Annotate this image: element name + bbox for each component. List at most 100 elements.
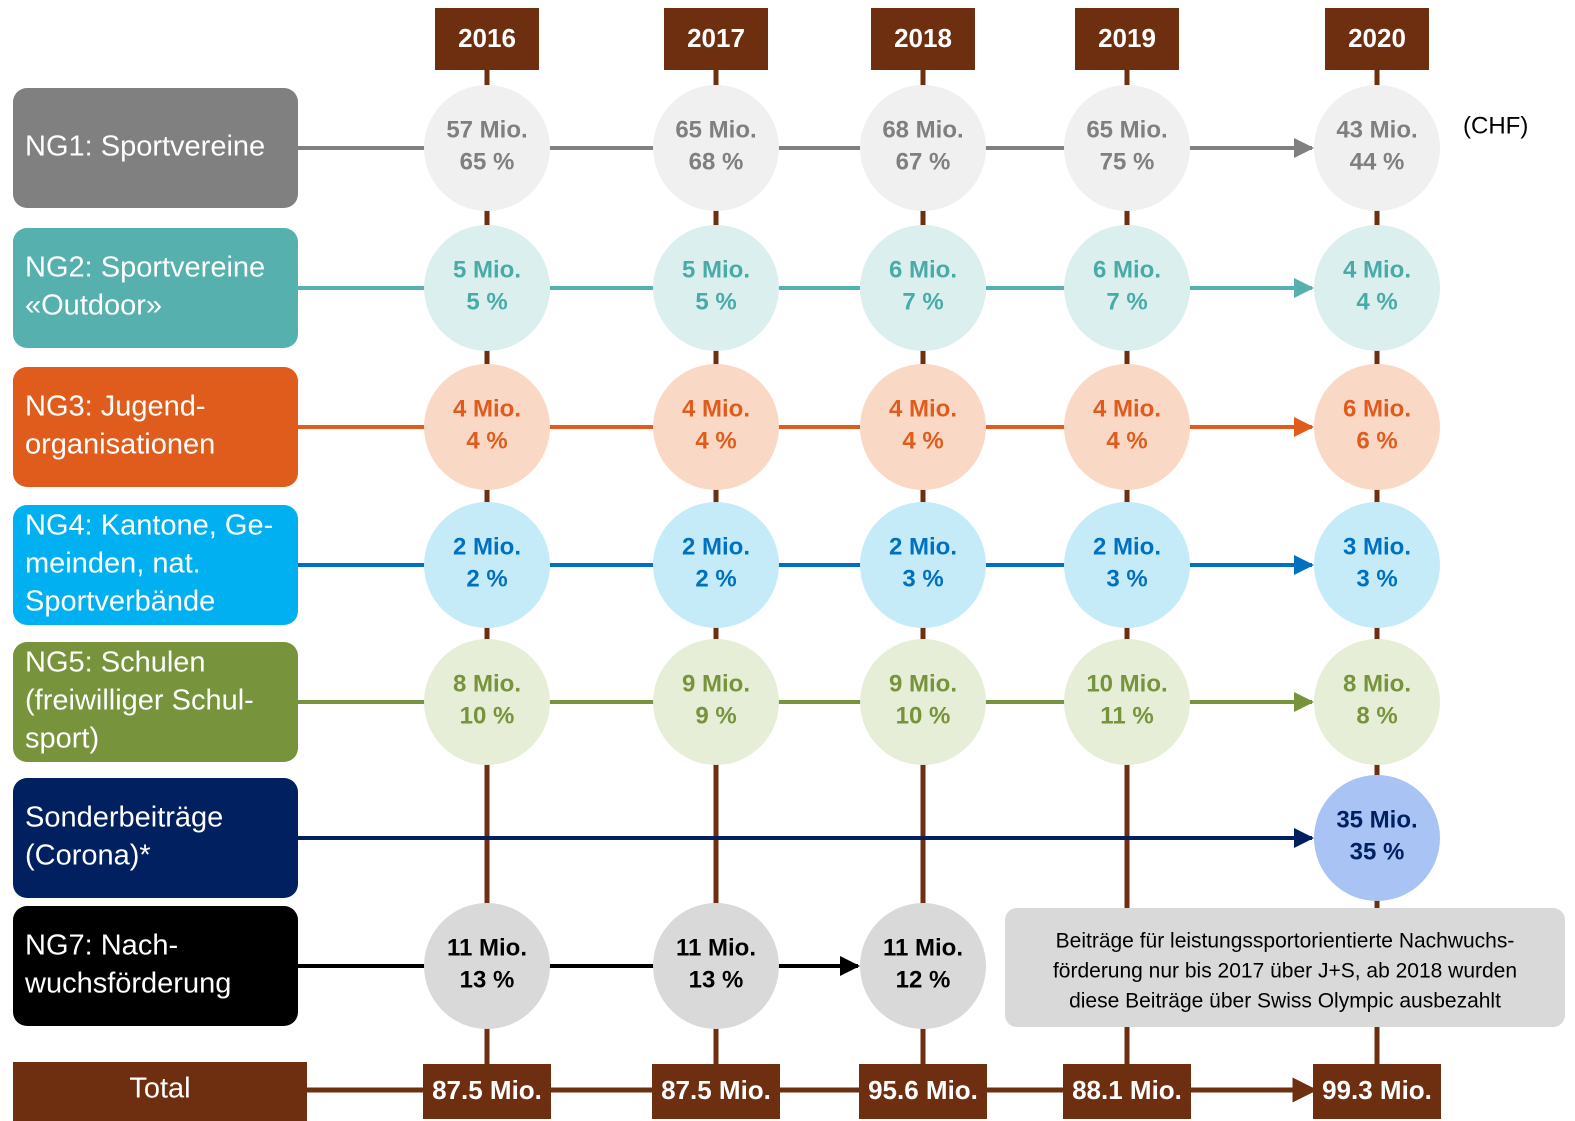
total-label: Total [129,1073,190,1105]
year-label: 2018 [894,23,952,53]
note-text: förderung nur bis 2017 über J+S, ab 2018… [1053,960,1517,983]
year-label: 2020 [1348,23,1406,53]
total-value-box [859,1064,987,1119]
row-label: NG1: Sportvereine [25,131,265,163]
cell-percent: 9 % [695,702,736,729]
row-label-box [13,228,298,348]
cell-circle [424,225,550,351]
cell-percent: 7 % [902,288,943,315]
cell-percent: 5 % [695,288,736,315]
cell-amount: 3 Mio. [1343,533,1411,560]
cell-circle [1064,502,1190,628]
cell-percent: 3 % [1356,565,1397,592]
cell-amount: 65 Mio. [675,116,756,143]
cell-circle [1314,502,1440,628]
cell-percent: 13 % [689,966,744,993]
cell-amount: 43 Mio. [1336,116,1417,143]
cell-amount: 5 Mio. [453,256,521,283]
cell-circle [1314,639,1440,765]
row-label-box [13,367,298,487]
cell-percent: 4 % [695,427,736,454]
unit-label: (CHF) [1463,112,1528,139]
row-label-box [13,906,298,1026]
year-label: 2017 [687,23,745,53]
row-label: Sportverbände [25,586,215,618]
cell-circle [424,85,550,211]
cell-amount: 4 Mio. [453,395,521,422]
cell-circle [860,364,986,490]
row-label-box [13,505,298,625]
total-label-box [13,1062,307,1121]
cell-amount: 8 Mio. [453,670,521,697]
year-label: 2019 [1098,23,1156,53]
cell-circle [860,85,986,211]
year-box [435,8,539,70]
cell-percent: 7 % [1106,288,1147,315]
cell-amount: 11 Mio. [676,934,756,961]
cell-percent: 65 % [460,148,515,175]
cell-amount: 6 Mio. [1343,395,1411,422]
cell-percent: 13 % [460,966,515,993]
cell-circle [653,225,779,351]
row-label: NG4: Kantone, Ge- [25,510,273,542]
total-value-box [652,1064,780,1119]
cell-amount: 8 Mio. [1343,670,1411,697]
cell-circle [860,502,986,628]
cell-circle [1064,85,1190,211]
row-label: organisationen [25,429,215,461]
cell-amount: 2 Mio. [453,533,521,560]
total-value-box [1313,1064,1441,1119]
cell-percent: 68 % [689,148,744,175]
cell-percent: 11 % [1100,702,1153,729]
cell-circle [1314,364,1440,490]
cell-circle [1314,775,1440,901]
cell-amount: 57 Mio. [446,116,527,143]
row-label: meinden, nat. [25,548,201,580]
cell-percent: 4 % [1106,427,1147,454]
cell-amount: 9 Mio. [682,670,750,697]
cell-percent: 8 % [1356,702,1397,729]
cell-percent: 4 % [466,427,507,454]
cell-percent: 3 % [1106,565,1147,592]
year-box [1325,8,1429,70]
cell-amount: 65 Mio. [1086,116,1167,143]
cell-amount: 2 Mio. [889,533,957,560]
cell-amount: 4 Mio. [682,395,750,422]
cell-circle [653,85,779,211]
total-value: 99.3 Mio. [1322,1075,1432,1105]
cell-circle [424,502,550,628]
cell-amount: 2 Mio. [1093,533,1161,560]
total-value: 95.6 Mio. [868,1075,978,1105]
cell-circle [1064,364,1190,490]
cell-percent: 44 % [1350,148,1405,175]
year-label: 2016 [458,23,516,53]
row-label: Sonderbeiträge [25,802,223,834]
cell-amount: 11 Mio. [447,934,527,961]
cell-circle [424,639,550,765]
cell-circle [860,903,986,1029]
cell-percent: 10 % [460,702,515,729]
cell-circle [1064,225,1190,351]
row-label: sport) [25,723,99,755]
cell-percent: 10 % [896,702,951,729]
year-box [664,8,768,70]
cell-circle [1064,639,1190,765]
cell-percent: 75 % [1100,148,1155,175]
total-value: 87.5 Mio. [432,1075,542,1105]
total-value-box [423,1064,551,1119]
row-label-box [13,778,298,898]
cell-amount: 10 Mio. [1086,670,1167,697]
cell-percent: 5 % [466,288,507,315]
cell-amount: 11 Mio. [883,934,963,961]
total-value-box [1063,1064,1191,1119]
cell-circle [860,639,986,765]
cell-circle [653,502,779,628]
row-label: «Outdoor» [25,290,162,322]
cell-circle [653,364,779,490]
cell-circle [424,903,550,1029]
row-label: NG3: Jugend- [25,391,206,423]
row-label: NG2: Sportvereine [25,252,265,284]
cell-amount: 4 Mio. [1343,256,1411,283]
cell-amount: 5 Mio. [682,256,750,283]
